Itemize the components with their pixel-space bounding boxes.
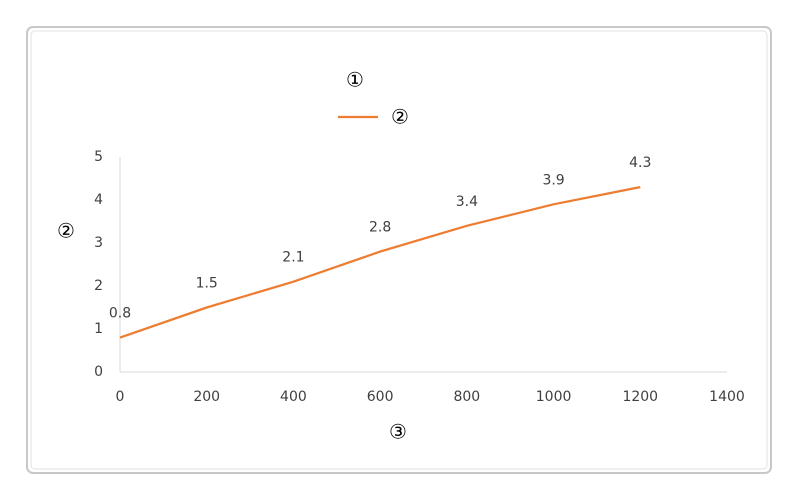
chart-frame	[26, 26, 772, 474]
chart-inner-frame	[30, 30, 768, 470]
data-label: 2.8	[369, 220, 391, 236]
y-tick-label: 0	[94, 364, 103, 380]
x-axis-label: ③	[389, 420, 407, 444]
x-tick-label: 200	[193, 389, 220, 405]
data-label: 3.9	[542, 172, 564, 188]
data-label: 1.5	[196, 276, 218, 292]
x-tick-label: 1400	[709, 389, 745, 405]
x-tick-label: 600	[367, 389, 394, 405]
chart-title: ①	[346, 68, 364, 92]
x-tick-label: 400	[280, 389, 307, 405]
legend-label: ②	[391, 105, 409, 129]
y-tick-label: 2	[94, 278, 103, 294]
y-tick-label: 3	[94, 235, 103, 251]
y-tick-label: 5	[94, 149, 103, 165]
x-tick-label: 1200	[622, 389, 658, 405]
data-label: 4.3	[629, 155, 651, 171]
x-tick-label: 800	[453, 389, 480, 405]
series-line	[119, 185, 641, 339]
x-tick-label: 0	[116, 389, 125, 405]
x-tick-label: 1000	[536, 389, 572, 405]
data-label: 0.8	[109, 306, 131, 322]
data-label: 3.4	[456, 194, 478, 210]
y-tick-label: 4	[94, 192, 103, 208]
y-tick-label: 1	[94, 321, 103, 337]
data-label: 2.1	[282, 250, 304, 266]
y-axis-label: ②	[57, 219, 75, 243]
